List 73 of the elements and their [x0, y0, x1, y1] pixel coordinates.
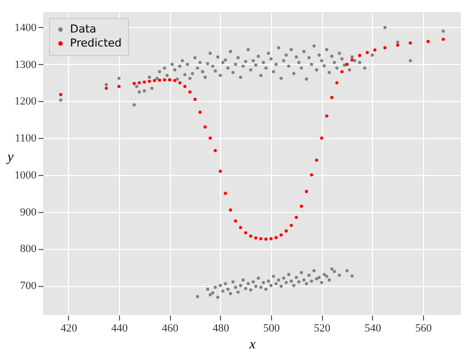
y-tick-label: 1000	[14, 169, 37, 182]
x-tick-label: 420	[60, 322, 78, 334]
point	[304, 190, 308, 194]
point	[408, 41, 412, 45]
point	[208, 136, 212, 140]
point	[249, 234, 252, 238]
point	[264, 237, 268, 241]
x-tick-label: 500	[263, 322, 280, 334]
point	[373, 48, 376, 52]
point	[188, 90, 192, 94]
point	[300, 204, 303, 208]
point	[259, 237, 262, 240]
point	[330, 96, 334, 100]
y-tick-label: 1200	[14, 96, 37, 108]
point	[358, 54, 362, 58]
point	[59, 92, 62, 96]
point	[224, 192, 227, 195]
point	[138, 81, 141, 84]
point	[315, 158, 318, 162]
point	[254, 236, 258, 240]
point	[396, 44, 400, 47]
point	[214, 149, 217, 152]
point	[239, 226, 242, 230]
point	[158, 78, 162, 82]
point	[350, 58, 354, 62]
y-axis-title: y	[5, 150, 14, 165]
point	[104, 86, 108, 90]
y-tick-label: 1400	[14, 22, 37, 34]
point	[193, 98, 197, 101]
point	[163, 78, 166, 82]
point	[204, 125, 207, 129]
point	[320, 136, 324, 140]
point	[290, 224, 293, 228]
point	[294, 216, 298, 219]
x-tick-label: 460	[162, 322, 179, 334]
point	[178, 81, 182, 84]
point	[183, 84, 186, 88]
point	[234, 219, 238, 223]
point	[198, 110, 202, 114]
point	[442, 38, 445, 41]
point	[383, 46, 387, 50]
y-tick-label: 900	[20, 206, 37, 218]
legend-label: Data	[70, 22, 96, 36]
x-tick-label: 540	[364, 322, 382, 334]
y-tick-label: 1100	[14, 132, 37, 145]
y-tick-label: 1300	[14, 58, 37, 71]
point	[244, 231, 248, 234]
point	[132, 82, 136, 86]
legend-label: Predicted	[70, 36, 122, 50]
point	[148, 80, 151, 83]
point	[426, 40, 430, 44]
point	[310, 173, 314, 177]
x-tick-label: 520	[314, 322, 331, 334]
x-tick-label: 480	[212, 322, 230, 334]
point	[340, 70, 344, 74]
point	[335, 81, 338, 84]
point	[269, 237, 273, 240]
point	[117, 84, 121, 88]
y-tick-label: 800	[20, 243, 37, 256]
x-tick-label: 560	[415, 322, 432, 334]
point	[142, 80, 146, 84]
point	[366, 50, 369, 54]
point	[152, 78, 156, 82]
x-tick-label: 440	[111, 322, 128, 334]
y-tick-label: 700	[20, 280, 37, 292]
point	[284, 229, 288, 233]
point	[325, 114, 328, 118]
x-axis-title: x	[248, 338, 256, 352]
point	[173, 78, 176, 82]
point	[274, 236, 278, 240]
point	[280, 233, 283, 237]
point	[228, 208, 232, 212]
point	[218, 170, 222, 173]
